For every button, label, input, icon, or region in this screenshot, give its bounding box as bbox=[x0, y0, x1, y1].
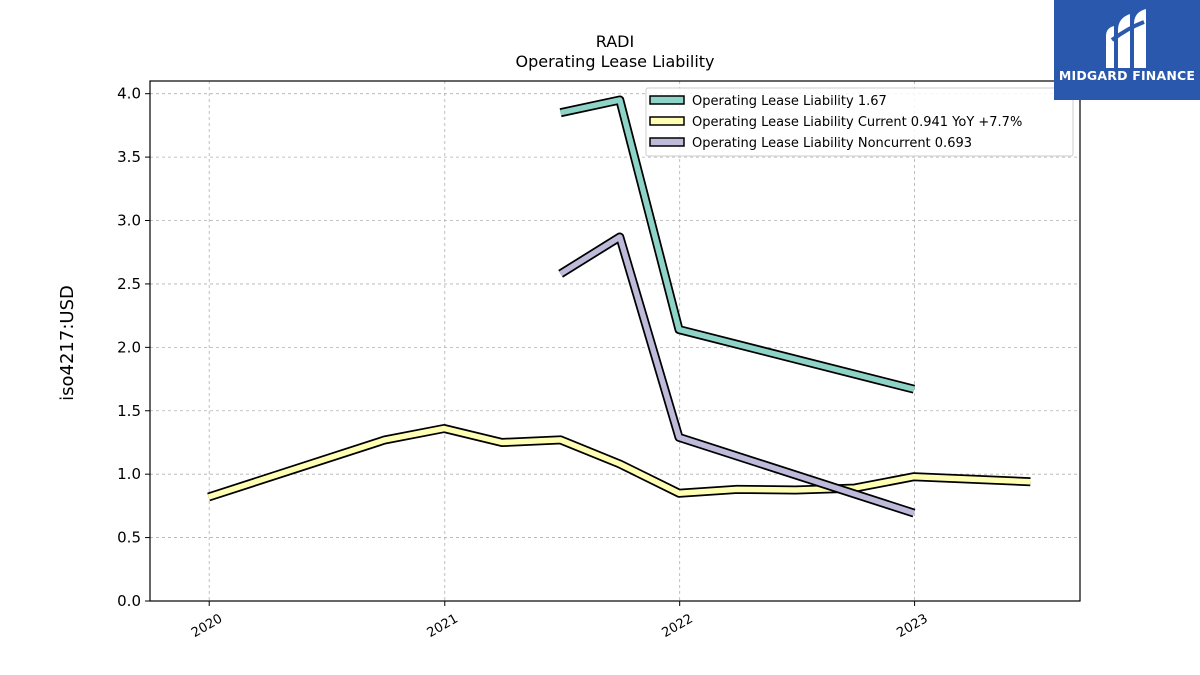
legend-label: Operating Lease Liability Current 0.941 … bbox=[692, 115, 1022, 130]
legend-swatch bbox=[649, 137, 685, 147]
y-axis-label: iso4217:USD bbox=[57, 285, 78, 401]
x-tick-label: 2020 bbox=[189, 611, 225, 641]
legend-box bbox=[645, 87, 1074, 157]
y-tick-label: 4.0 bbox=[117, 85, 141, 103]
legend: Operating Lease Liability 1.67 Operating … bbox=[645, 87, 1074, 157]
y-tick-label: 0.5 bbox=[117, 529, 141, 547]
legend-label: Operating Lease Liability 1.67 bbox=[692, 94, 887, 109]
y-tick-label: 3.5 bbox=[117, 148, 141, 166]
chart-subtitle: Operating Lease Liability bbox=[515, 52, 715, 71]
legend-swatch bbox=[649, 95, 685, 105]
chart-title: RADI bbox=[595, 32, 635, 51]
logo-mark-icon bbox=[1106, 9, 1146, 68]
series-layer bbox=[207, 95, 1031, 518]
y-tick-label: 2.0 bbox=[117, 338, 141, 356]
grid bbox=[150, 81, 1080, 602]
x-axis: 2020 2021 2022 2023 bbox=[189, 601, 931, 641]
x-tick-label: 2023 bbox=[894, 611, 930, 641]
y-tick-label: 0.0 bbox=[117, 592, 141, 610]
x-tick-label: 2022 bbox=[660, 611, 696, 641]
x-tick-label: 2021 bbox=[425, 611, 461, 641]
plot-frame bbox=[149, 80, 1081, 602]
legend-label: Operating Lease Liability Noncurrent 0.6… bbox=[692, 136, 972, 151]
y-tick-label: 1.5 bbox=[117, 402, 141, 420]
y-axis: 0.0 0.5 1.0 1.5 2.0 2.5 3.0 3.5 4.0 bbox=[117, 85, 150, 610]
y-tick-label: 1.0 bbox=[117, 465, 141, 483]
logo-text: MIDGARD FINANCE bbox=[1058, 68, 1196, 83]
series-line-0 bbox=[560, 97, 915, 392]
legend-swatch bbox=[649, 116, 685, 126]
brand-logo: MIDGARD FINANCE bbox=[1054, 0, 1200, 100]
y-tick-label: 3.0 bbox=[117, 212, 141, 230]
series-line-2 bbox=[559, 234, 915, 516]
series-line-1 bbox=[207, 425, 1031, 500]
y-tick-label: 2.5 bbox=[117, 275, 141, 293]
